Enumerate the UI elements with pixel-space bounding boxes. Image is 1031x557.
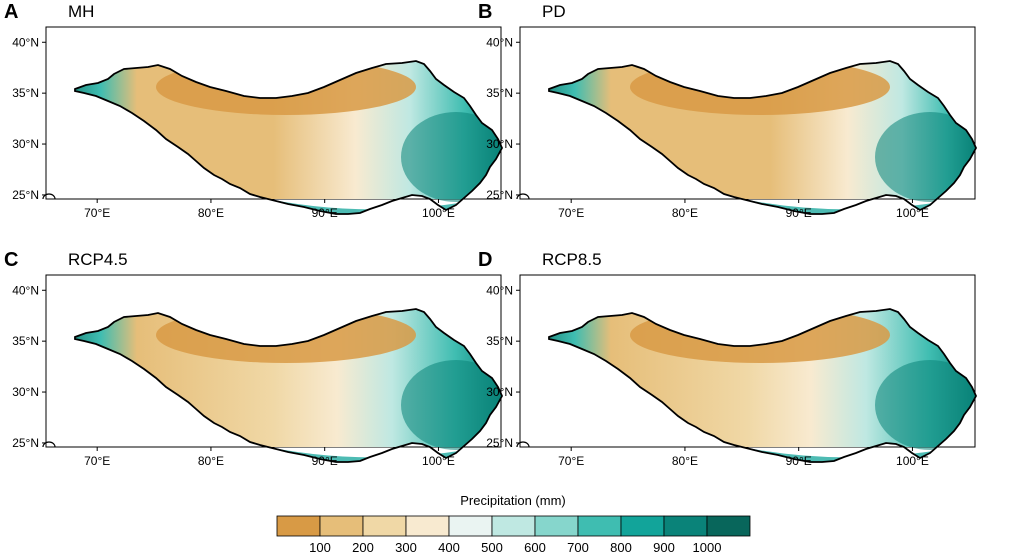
lon-tick-label: 90°E xyxy=(786,454,812,468)
lat-tick-label: 40°N xyxy=(486,35,513,49)
lat-tick-label: 35°N xyxy=(486,86,513,100)
colorbar-tick-label: 500 xyxy=(481,540,503,555)
colorbar: Precipitation (mm) 100 200 300 400 500 600 700… xyxy=(276,493,751,555)
colorbar-title: Precipitation (mm) xyxy=(460,493,565,508)
lon-tick-label: 80°E xyxy=(198,206,224,220)
colorbar-box xyxy=(491,515,536,537)
lon-tick-label: 100°E xyxy=(896,206,929,220)
colorbar-box xyxy=(706,515,751,537)
colorbar-box xyxy=(448,515,493,537)
plateau-outline xyxy=(74,60,504,215)
corner-mark xyxy=(42,441,56,448)
colorbar-tick-label: 200 xyxy=(352,540,374,555)
lon-tick-label: 80°E xyxy=(672,454,698,468)
lon-tick-label: 100°E xyxy=(422,206,455,220)
lat-tick-label: 40°N xyxy=(12,35,39,49)
colorbar-box xyxy=(405,515,450,537)
panel-letter: B xyxy=(478,1,492,23)
lon-tick-label: 100°E xyxy=(896,454,929,468)
lon-tick-label: 80°E xyxy=(672,206,698,220)
plateau-outline xyxy=(548,308,978,463)
colorbar-box xyxy=(663,515,708,537)
colorbar-tick-label: 900 xyxy=(653,540,675,555)
lon-tick-label: 70°E xyxy=(558,454,584,468)
lat-tick-label: 30°N xyxy=(486,385,513,399)
lat-tick-label: 35°N xyxy=(486,334,513,348)
lat-tick-label: 30°N xyxy=(486,137,513,151)
lat-tick-label: 25°N xyxy=(12,188,39,202)
map-area: 40°N 35°N 30°N 25°N 70°E 80°E 90°E 100°E xyxy=(12,26,504,220)
colorbar-tick-label: 1000 xyxy=(693,540,722,555)
colorbar-tick-label: 800 xyxy=(610,540,632,555)
lon-tick-label: 80°E xyxy=(198,454,224,468)
lon-tick-label: 70°E xyxy=(558,206,584,220)
plateau-outline xyxy=(74,308,504,463)
corner-mark xyxy=(516,193,530,200)
map-panel-D: D RCP8.5 40°N 35°N 30°N 25°N 70°E 80°E 90°E 100°E xyxy=(478,249,978,468)
panel-letter: D xyxy=(478,249,492,271)
lon-tick-label: 70°E xyxy=(84,206,110,220)
colorbar-box xyxy=(534,515,579,537)
lat-tick-label: 25°N xyxy=(486,436,513,450)
panels: A MH 40°N 35°N 30°N 25°N 70°E 80°E 90°E 100°E B PD 4… xyxy=(4,1,978,468)
map-panel-B: B PD 40°N 35°N 30°N 25°N 70°E 80°E 90°E 100°E xyxy=(478,1,978,220)
plateau-outline xyxy=(548,60,978,215)
panel-letter: C xyxy=(4,249,18,271)
lon-tick-label: 90°E xyxy=(312,206,338,220)
panel-title: PD xyxy=(542,2,566,21)
colorbar-tick-label: 700 xyxy=(567,540,589,555)
map-panel-A: A MH 40°N 35°N 30°N 25°N 70°E 80°E 90°E 100°E xyxy=(4,1,504,220)
colorbar-tick-label: 600 xyxy=(524,540,546,555)
lat-tick-label: 25°N xyxy=(486,188,513,202)
lon-tick-label: 100°E xyxy=(422,454,455,468)
colorbar-box xyxy=(276,515,321,537)
corner-mark xyxy=(42,193,56,200)
panel-title: RCP4.5 xyxy=(68,250,128,269)
colorbar-boxes xyxy=(276,515,751,537)
map-panel-C: C RCP4.5 40°N 35°N 30°N 25°N 70°E 80°E 90°E 100°E xyxy=(4,249,504,468)
colorbar-box xyxy=(577,515,622,537)
corner-mark xyxy=(516,441,530,448)
map-area: 40°N 35°N 30°N 25°N 70°E 80°E 90°E 100°E xyxy=(486,274,978,468)
lon-tick-label: 70°E xyxy=(84,454,110,468)
lon-tick-label: 90°E xyxy=(786,206,812,220)
map-area: 40°N 35°N 30°N 25°N 70°E 80°E 90°E 100°E xyxy=(486,26,978,220)
colorbar-ticks: 100 200 300 400 500 600 700 800 900 1000 xyxy=(309,540,721,555)
panel-letter: A xyxy=(4,1,18,23)
panel-title: RCP8.5 xyxy=(542,250,602,269)
lat-tick-label: 25°N xyxy=(12,436,39,450)
colorbar-box xyxy=(362,515,407,537)
lat-tick-label: 40°N xyxy=(486,283,513,297)
panel-title: MH xyxy=(68,2,94,21)
lat-tick-label: 30°N xyxy=(12,137,39,151)
lat-tick-label: 35°N xyxy=(12,334,39,348)
lat-tick-label: 30°N xyxy=(12,385,39,399)
colorbar-tick-label: 300 xyxy=(395,540,417,555)
map-area: 40°N 35°N 30°N 25°N 70°E 80°E 90°E 100°E xyxy=(12,274,504,468)
colorbar-tick-label: 400 xyxy=(438,540,460,555)
colorbar-box xyxy=(620,515,665,537)
colorbar-tick-label: 100 xyxy=(309,540,331,555)
colorbar-box xyxy=(319,515,364,537)
lat-tick-label: 40°N xyxy=(12,283,39,297)
lon-tick-label: 90°E xyxy=(312,454,338,468)
lat-tick-label: 35°N xyxy=(12,86,39,100)
